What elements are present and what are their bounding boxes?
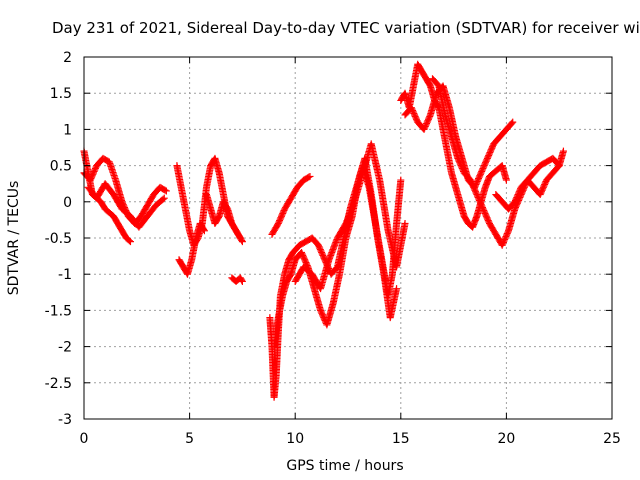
x-tick-label: 20: [497, 431, 515, 447]
data-point: [126, 238, 134, 246]
x-tick-label: 25: [603, 431, 621, 447]
y-tick-label: -1.5: [45, 303, 72, 319]
data-point: [306, 172, 314, 180]
data-point: [238, 238, 246, 246]
data-point: [162, 187, 170, 195]
y-tick-label: -1: [58, 267, 72, 283]
data-point: [238, 236, 246, 244]
data-point: [393, 285, 401, 293]
y-tick-label: -2: [58, 340, 72, 356]
data-point: [502, 176, 510, 184]
data-point: [509, 118, 517, 126]
x-axis-ticks: 0 5 10 15 20 25: [80, 57, 621, 447]
y-tick-label: 2: [63, 50, 72, 66]
data-point: [401, 220, 409, 228]
data-point: [238, 277, 246, 285]
y-axis-ticks: -3 -2.5 -2 -1.5 -1 -0.5 0 0.5 1 1.5 2: [45, 50, 612, 428]
data-point: [161, 186, 169, 194]
data-point: [305, 173, 313, 181]
x-tick-label: 5: [185, 431, 194, 447]
y-tick-label: 1.5: [50, 86, 72, 102]
y-tick-label: -3: [58, 412, 72, 428]
grid-lines: [84, 57, 612, 419]
data-point: [159, 195, 167, 203]
x-tick-label: 10: [286, 431, 304, 447]
y-axis-label: SDTVAR / TECUs: [6, 181, 22, 296]
data-point: [160, 194, 168, 202]
x-axis-label: GPS time / hours: [286, 458, 403, 474]
data-point: [238, 276, 246, 284]
data-point: [508, 119, 516, 127]
y-tick-label: 0.5: [50, 159, 72, 175]
y-tick-label: 1: [63, 122, 72, 138]
data-point: [125, 237, 133, 245]
chart-title: Day 231 of 2021, Sidereal Day-to-day VTE…: [52, 19, 640, 37]
y-tick-label: 0: [63, 195, 72, 211]
data-point: [397, 176, 405, 184]
y-tick-label: -2.5: [45, 376, 72, 392]
y-tick-label: -0.5: [45, 231, 72, 247]
x-tick-label: 0: [80, 431, 89, 447]
data-points: [80, 60, 567, 401]
x-tick-label: 15: [392, 431, 410, 447]
data-point: [559, 147, 567, 155]
